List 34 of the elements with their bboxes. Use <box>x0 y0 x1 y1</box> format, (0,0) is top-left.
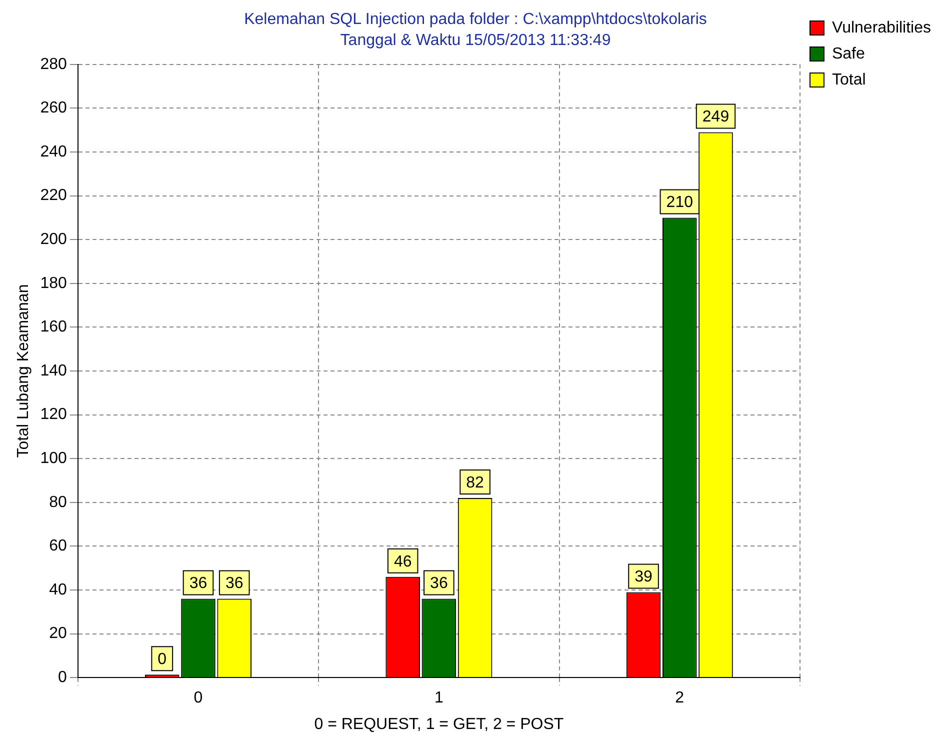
data-label: 210 <box>666 194 694 212</box>
y-tick-label: 260 <box>40 100 67 117</box>
legend-label: Vulnerabilities <box>832 19 931 36</box>
y-tick-label: 80 <box>49 494 67 511</box>
x-tick-label: 1 <box>434 690 444 707</box>
data-label: 249 <box>702 108 730 126</box>
y-tick-label: 0 <box>58 669 67 686</box>
y-tick-label: 180 <box>40 274 67 292</box>
y-tick-label: 140 <box>40 362 67 380</box>
data-label: 39 <box>634 568 653 586</box>
y-tick-label: 160 <box>40 318 67 336</box>
x-axis-title: 0 = REQUEST, 1 = GET, 2 = POST <box>314 716 564 733</box>
y-tick-label: 60 <box>49 538 67 555</box>
x-tick-label: 0 <box>194 690 203 707</box>
data-label: 36 <box>430 575 448 592</box>
y-tick-label: 200 <box>40 231 67 248</box>
data-label: 36 <box>225 575 244 592</box>
y-tick-label: 100 <box>40 450 67 468</box>
y-axis-title: Total Lubang Keamanan <box>15 284 32 458</box>
chart-subtitle: Tanggal & Waktu 15/05/2013 11:33:49 <box>340 32 611 50</box>
data-label: 82 <box>466 474 484 492</box>
x-tick-label: 2 <box>675 690 684 707</box>
y-tick-label: 240 <box>40 143 67 160</box>
y-tick-label: 220 <box>40 187 67 204</box>
legend-label: Total <box>832 71 866 88</box>
y-tick-label: 20 <box>49 625 67 642</box>
chart-title: Kelemahan SQL Injection pada folder : C:\xampp\htdocs\tokolaris <box>244 11 707 28</box>
data-label: 0 <box>158 651 167 668</box>
y-tick-label: 280 <box>40 56 67 73</box>
legend-label: Safe <box>832 45 865 62</box>
data-label: 36 <box>189 575 208 592</box>
y-tick-label: 40 <box>49 581 67 598</box>
y-tick-label: 120 <box>40 406 67 424</box>
data-label: 46 <box>394 553 412 570</box>
